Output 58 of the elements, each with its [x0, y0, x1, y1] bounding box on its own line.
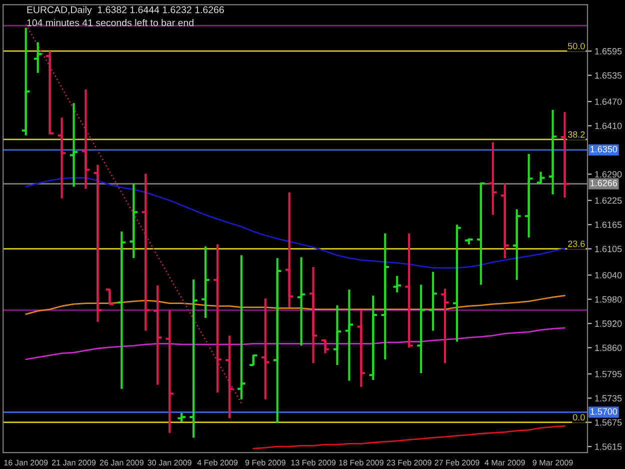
annotation: 0.0	[572, 414, 585, 421]
y-tick-label: 1.6470	[595, 98, 622, 105]
candlestick	[34, 41, 42, 74]
x-tick-label: 26 Jan 2009	[100, 460, 144, 466]
y-tick-label: 1.6535	[595, 72, 622, 79]
y-tick-label: 1.5795	[595, 370, 622, 378]
annotation: 38.2	[568, 131, 585, 138]
ref-line-label: 1.6350	[590, 146, 618, 152]
x-tick-label: 4 Feb 2009	[197, 460, 238, 466]
annotation: 50.0	[568, 42, 585, 50]
x-tick-label: 9 Mar 2009	[532, 460, 573, 466]
text: 104 minutes 41 seconds left to bar end	[27, 19, 194, 26]
line-series	[25, 327, 566, 360]
ref-line-label: 1.5700	[590, 408, 618, 415]
x-tick-label: 16 Jan 2009	[4, 460, 48, 466]
y-tick-label: 1.5615	[595, 444, 622, 450]
candlestick	[333, 304, 342, 366]
candlestick	[202, 245, 210, 319]
y-tick-label: 1.6595	[595, 48, 622, 54]
candlestick	[70, 102, 78, 188]
y-tick-label: 1.5735	[595, 395, 622, 402]
candlestick	[250, 354, 258, 366]
chart-title: EURCAD,Daily 1.6382 1.6444 1.6232 1.6266	[27, 6, 224, 16]
y-tick-label: 1.5920	[595, 320, 622, 327]
candlestick	[536, 170, 545, 184]
candlestick	[393, 274, 401, 294]
x-tick-label: 18 Feb 2009	[339, 460, 384, 466]
candlestick	[321, 338, 330, 354]
y-tick-label: 1.6290	[595, 171, 622, 178]
y-tick-label: 1.6105	[595, 246, 622, 252]
candlestick	[345, 288, 354, 382]
candlestick	[58, 116, 66, 200]
line-series	[252, 425, 566, 450]
x-tick-label: 4 Mar 2009	[484, 460, 525, 466]
x-tick-label: 9 Feb 2009	[245, 460, 286, 466]
y-tick-label: 1.6410	[595, 122, 622, 130]
candlestick	[238, 254, 246, 400]
y-tick-label: 1.6225	[595, 197, 622, 204]
candlestick	[429, 270, 437, 332]
line-series	[25, 177, 566, 268]
y-tick-label: 1.5675	[595, 419, 622, 426]
candlestick	[489, 141, 497, 216]
candlestick	[441, 288, 449, 364]
y-tick-label: 1.6040	[595, 272, 622, 278]
y-tick-label: 1.5980	[595, 296, 622, 303]
x-tick-label: 23 Feb 2009	[386, 460, 432, 466]
ref-line-label: 1.6266	[590, 180, 618, 186]
x-tick-label: 27 Feb 2009	[434, 460, 480, 466]
x-tick-label: 13 Feb 2009	[291, 460, 336, 466]
y-tick-label: 1.6165	[595, 222, 622, 228]
annotation: 23.6	[568, 240, 585, 248]
candlestick	[262, 297, 270, 400]
candlestick	[297, 256, 306, 347]
y-tick-label: 1.5860	[595, 344, 622, 352]
x-tick-label: 30 Jan 2009	[148, 460, 192, 466]
candlestick	[106, 288, 114, 306]
candlestick	[82, 88, 90, 190]
x-tick-label: 21 Jan 2009	[52, 460, 96, 466]
